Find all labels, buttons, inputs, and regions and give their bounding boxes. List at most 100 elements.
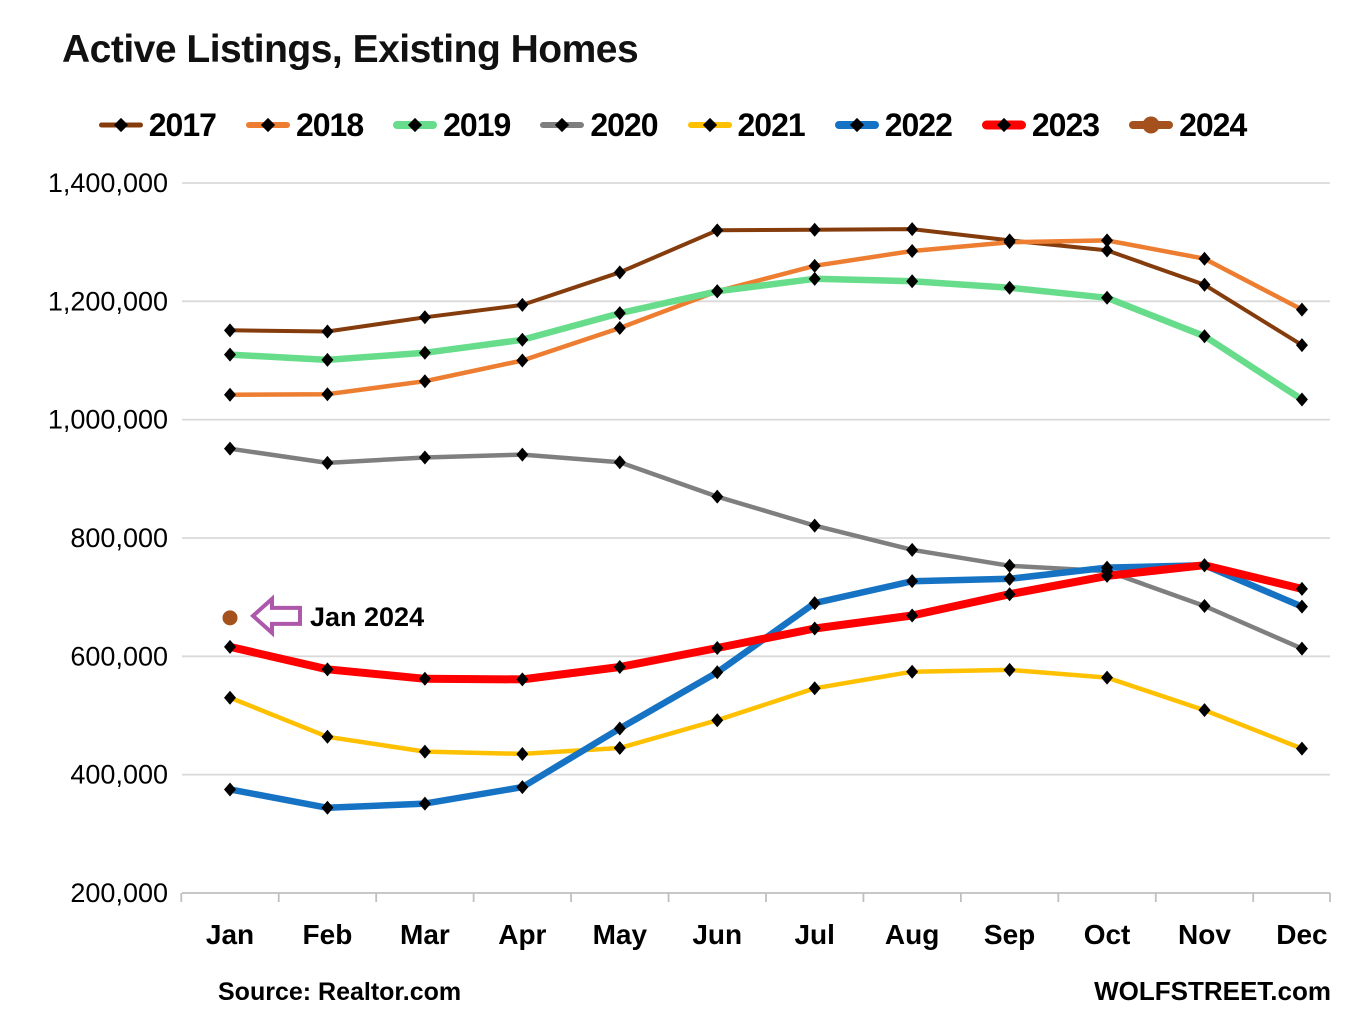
data-point-2020 — [613, 455, 626, 470]
page-title: Active Listings, Existing Homes — [62, 28, 639, 71]
data-point-2019 — [1101, 290, 1114, 305]
data-point-2019 — [808, 271, 821, 286]
data-point-2021 — [808, 681, 821, 696]
legend-label: 2024 — [1179, 106, 1247, 143]
legend-marker-2022 — [834, 114, 879, 136]
data-point-2022 — [516, 780, 529, 795]
series-line-2021 — [227, 667, 1305, 757]
legend-diamond-marker-icon — [555, 117, 570, 133]
y-axis-tick-label: 600,000 — [70, 641, 168, 671]
data-point-2022 — [711, 665, 724, 680]
legend-circle-marker-icon — [1142, 116, 1160, 134]
data-point-2017 — [1101, 243, 1114, 258]
data-point-2018 — [1198, 251, 1211, 266]
data-point-2017 — [613, 265, 626, 280]
legend-marker-2017 — [98, 114, 143, 136]
legend-marker-2023 — [981, 114, 1026, 136]
data-point-2023 — [516, 672, 529, 687]
data-point-2020 — [1295, 641, 1308, 656]
data-point-2022 — [418, 796, 431, 811]
data-point-2022 — [1295, 599, 1308, 614]
series-line-2017 — [228, 227, 1304, 348]
data-point-2018 — [1003, 235, 1016, 250]
data-point-2022 — [321, 800, 334, 815]
data-point-2023 — [1295, 581, 1308, 596]
data-point-2022 — [224, 782, 236, 797]
data-point-2021 — [613, 741, 626, 756]
data-point-2017 — [906, 222, 919, 237]
x-axis-tick-label: Jul — [794, 919, 834, 950]
legend-marker-2019 — [393, 114, 438, 136]
data-point-2021 — [516, 746, 529, 761]
data-point-2019 — [1295, 392, 1308, 407]
data-point-2019 — [224, 347, 236, 362]
data-point-2017 — [516, 297, 529, 312]
data-point-2019 — [516, 332, 529, 347]
legend-item-2023: 2023 — [981, 106, 1100, 144]
data-point-2023 — [224, 639, 236, 654]
x-axis-tick-label: Mar — [400, 919, 450, 950]
legend-diamond-marker-icon — [260, 117, 276, 133]
x-axis-tick-label: May — [593, 919, 648, 950]
data-point-2018 — [808, 258, 821, 273]
data-point-2019 — [321, 352, 334, 367]
y-axis-tick-label: 200,000 — [70, 878, 168, 908]
x-axis-tick-label: Aug — [885, 919, 939, 950]
data-point-2021 — [418, 744, 431, 759]
data-point-2023 — [906, 608, 919, 623]
data-point-2019 — [613, 306, 626, 321]
annotation-arrow-icon — [250, 594, 302, 638]
data-point-2018 — [906, 244, 919, 259]
data-point-2022 — [808, 596, 821, 611]
y-axis-tick-label: 1,400,000 — [48, 168, 168, 198]
data-point-2021 — [1003, 662, 1016, 677]
data-point-2023 — [613, 659, 626, 674]
data-point-2018 — [224, 387, 236, 402]
x-axis-tick-label: Dec — [1276, 919, 1327, 950]
legend-marker-2020 — [540, 114, 585, 136]
data-point-2019 — [1198, 329, 1211, 344]
data-point-2022 — [613, 721, 626, 736]
data-point-2023 — [418, 671, 431, 686]
data-point-2023 — [808, 621, 821, 636]
data-point-2021 — [1295, 741, 1308, 756]
legend-item-2022: 2022 — [834, 107, 953, 144]
legend-marker-2021 — [687, 114, 732, 136]
data-point-2021 — [1101, 670, 1114, 685]
legend-label: 2021 — [737, 106, 806, 143]
data-point-2018 — [321, 387, 334, 402]
data-point-2023 — [1101, 568, 1114, 583]
data-point-2022 — [906, 574, 919, 589]
chart-legend: 2017 2018 2019 2020 2021 2022 2023 2024 — [0, 102, 1345, 148]
data-point-2018 — [613, 320, 626, 335]
source-credit: Source: Realtor.com — [218, 978, 462, 1006]
y-axis-tick-label: 400,000 — [70, 760, 168, 790]
series-line-2018 — [227, 238, 1305, 398]
x-axis-tick-label: Feb — [303, 919, 353, 950]
legend-item-2017: 2017 — [98, 107, 217, 144]
data-point-2017 — [808, 222, 821, 237]
legend-item-2018: 2018 — [245, 107, 364, 144]
y-axis-tick-label: 800,000 — [70, 523, 168, 553]
data-point-2017 — [1198, 277, 1211, 292]
x-axis-tick-label: Sep — [984, 919, 1035, 950]
legend-marker-2024 — [1129, 114, 1174, 136]
data-point-2020 — [711, 489, 724, 504]
data-point-2021 — [224, 690, 236, 705]
data-point-2020 — [808, 518, 821, 533]
data-point-2019 — [711, 284, 724, 299]
data-point-2019 — [906, 274, 919, 289]
legend-item-2021: 2021 — [687, 106, 806, 144]
x-axis-tick-label: Jan — [206, 919, 254, 950]
x-axis-tick-label: Apr — [498, 919, 546, 950]
site-credit: WOLFSTREET.com — [1094, 976, 1331, 1006]
legend-label: 2023 — [1031, 106, 1100, 143]
y-axis-tick-label: 1,200,000 — [48, 286, 168, 316]
x-axis-tick-label: Jun — [692, 919, 742, 950]
data-point-2020 — [1198, 599, 1211, 614]
legend-item-2019: 2019 — [393, 107, 511, 144]
legend-diamond-marker-icon — [702, 117, 717, 133]
data-point-2022 — [1003, 571, 1016, 586]
